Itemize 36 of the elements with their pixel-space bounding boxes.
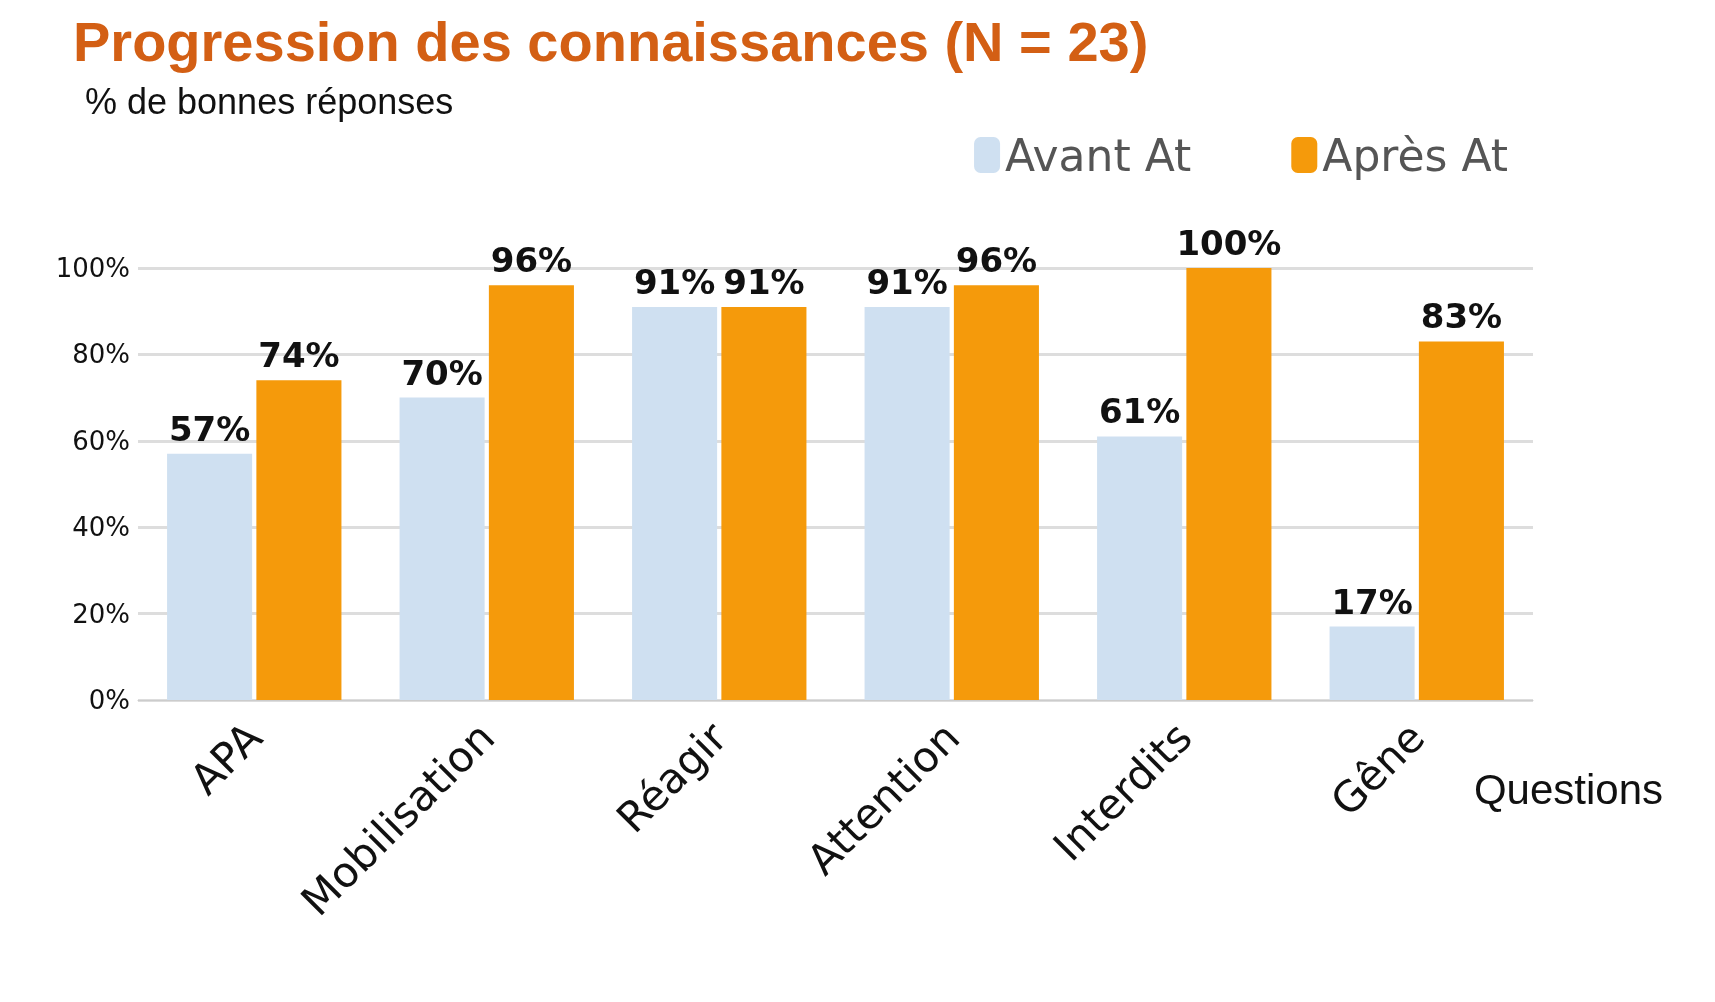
legend-label: Après At — [1322, 129, 1509, 181]
data-label: 91% — [723, 261, 805, 302]
legend-label: Avant At — [1005, 129, 1192, 181]
bar — [1418, 341, 1504, 700]
bar — [1097, 436, 1183, 700]
bar — [864, 306, 950, 700]
y-tick-label: 20% — [72, 598, 130, 629]
data-label: 57% — [168, 408, 251, 449]
data-label: 91% — [633, 261, 716, 302]
bar — [1186, 268, 1272, 700]
data-label: 17% — [1331, 581, 1413, 622]
bar — [167, 453, 253, 700]
data-label: 70% — [401, 352, 483, 393]
data-label: 61% — [1098, 391, 1181, 432]
data-label: 91% — [866, 261, 948, 302]
y-tick-label: 100% — [55, 253, 130, 283]
y-tick-label: 80% — [72, 339, 130, 370]
chart-title: Progression des connaissances (N = 23) — [73, 9, 1149, 73]
y-tick-label: 0% — [88, 685, 130, 715]
y-tick-label: 40% — [72, 512, 130, 543]
x-axis-title: Questions — [1473, 765, 1664, 813]
data-label: 100% — [1176, 223, 1282, 263]
bar — [488, 285, 574, 700]
bar — [721, 306, 807, 700]
data-label: 96% — [955, 240, 1038, 281]
bar — [632, 306, 718, 700]
x-tick-label: APA — [180, 712, 272, 804]
data-label: 74% — [258, 335, 340, 376]
data-label: 96% — [490, 240, 573, 281]
bar — [399, 397, 485, 700]
y-axis-title: % de bonnes réponses — [85, 80, 454, 122]
bar — [256, 380, 342, 700]
bar — [953, 285, 1039, 700]
bar — [1329, 626, 1415, 700]
y-tick-label: 60% — [72, 425, 130, 456]
data-label: 83% — [1420, 296, 1503, 337]
